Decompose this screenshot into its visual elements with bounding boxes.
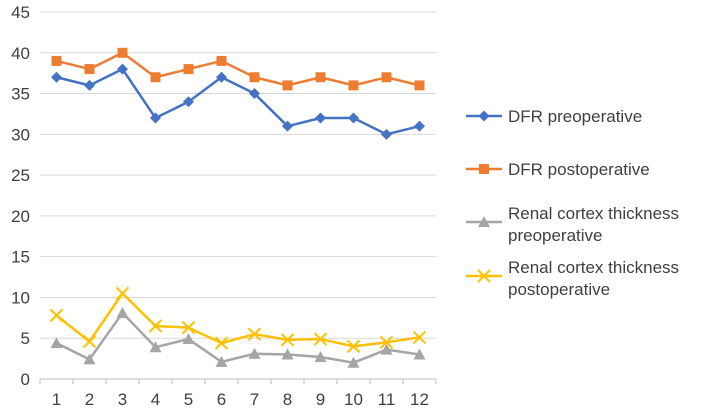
y-tick-label: 25 — [11, 166, 30, 185]
y-tick-label: 10 — [11, 288, 30, 307]
data-point-marker — [414, 80, 425, 91]
data-point-marker — [51, 71, 62, 83]
data-point-marker — [117, 63, 128, 75]
series-line — [56, 51, 420, 87]
x-tick-label: 10 — [344, 390, 363, 409]
data-point-marker — [281, 348, 294, 360]
series-line — [55, 311, 420, 364]
y-tick-label: 45 — [11, 3, 30, 22]
data-point-marker — [50, 337, 63, 349]
data-point-marker — [282, 120, 293, 132]
legend-marker — [477, 269, 491, 283]
data-point-marker — [116, 306, 129, 318]
legend: DFR preoperative DFR postoperative Renal c… — [466, 107, 679, 299]
data-point-marker — [84, 64, 95, 75]
y-tick-label: 0 — [21, 370, 30, 389]
legend-entry-3: Renal cortex thickness preoperative — [466, 204, 679, 245]
data-point-marker — [348, 112, 359, 124]
data-point-marker — [82, 334, 97, 349]
y-tick-label: 15 — [11, 248, 30, 267]
x-tick-label: 3 — [118, 390, 127, 409]
series-line — [55, 292, 420, 348]
data-point-marker — [84, 79, 95, 91]
data-point-marker — [150, 72, 161, 83]
x-tick-label: 9 — [316, 390, 325, 409]
x-tick-label: 5 — [184, 390, 193, 409]
x-tick-label: 2 — [85, 390, 94, 409]
data-point-marker — [183, 64, 194, 75]
data-point-marker — [282, 80, 293, 91]
legend-label: preoperative — [508, 226, 603, 245]
data-point-marker — [51, 55, 62, 66]
data-point-marker — [181, 320, 196, 335]
x-tick-label: 4 — [151, 390, 160, 409]
y-tick-label: 5 — [21, 329, 30, 348]
data-point-marker — [83, 353, 96, 365]
legend-marker — [479, 164, 489, 174]
data-point-marker — [182, 333, 195, 345]
data-point-marker — [149, 341, 162, 353]
x-tick-label: 6 — [217, 390, 226, 409]
x-tick-label: 11 — [378, 390, 396, 409]
data-point-marker — [348, 80, 359, 91]
data-point-marker — [248, 347, 261, 359]
legend-marker — [478, 110, 490, 122]
data-point-marker — [216, 55, 227, 66]
x-tick-label: 1 — [52, 390, 61, 409]
data-point-marker — [347, 356, 360, 368]
legend-label: DFR postoperative — [508, 160, 650, 179]
y-tick-label: 35 — [11, 85, 30, 104]
data-point-marker — [381, 72, 392, 83]
data-point-marker — [315, 72, 326, 83]
legend-label: Renal cortex thickness — [508, 204, 679, 223]
data-point-marker — [249, 88, 260, 100]
data-point-marker — [117, 47, 128, 58]
data-point-marker — [183, 96, 194, 108]
data-point-marker — [216, 71, 227, 83]
series-group — [49, 47, 427, 368]
data-point-marker — [414, 120, 425, 132]
series-4 — [49, 286, 427, 354]
legend-entry-4: Renal cortex thickness postoperative — [466, 258, 679, 299]
data-point-marker — [115, 286, 130, 301]
gridlines — [40, 11, 436, 339]
data-point-marker — [379, 335, 394, 350]
series-3 — [50, 306, 426, 368]
data-point-marker — [49, 308, 64, 323]
legend-label: Renal cortex thickness — [508, 258, 679, 277]
legend-marker — [478, 216, 490, 227]
data-point-marker — [346, 339, 361, 354]
data-point-marker — [150, 112, 161, 124]
data-point-marker — [315, 112, 326, 124]
data-point-marker — [148, 319, 163, 333]
x-tick-label: 8 — [283, 390, 292, 409]
data-point-marker — [215, 355, 228, 367]
data-point-marker — [380, 343, 393, 355]
x-tick-label: 7 — [250, 390, 259, 409]
data-point-marker — [412, 330, 427, 345]
series-line — [56, 67, 420, 136]
data-point-marker — [214, 336, 229, 350]
data-point-marker — [249, 72, 260, 83]
y-tick-label: 30 — [11, 125, 30, 144]
data-point-marker — [280, 333, 295, 347]
series-1 — [51, 63, 425, 140]
data-point-marker — [413, 348, 426, 360]
data-point-marker — [381, 128, 392, 140]
x-tick-label: 12 — [410, 390, 429, 409]
legend-label: DFR preoperative — [508, 107, 642, 126]
legend-entry-2: DFR postoperative — [466, 160, 650, 179]
y-tick-label: 20 — [11, 207, 30, 226]
data-point-marker — [247, 327, 262, 341]
legend-entry-1: DFR preoperative — [466, 107, 642, 126]
data-point-marker — [314, 350, 327, 362]
legend-label: postoperative — [508, 280, 610, 299]
series-2 — [51, 47, 425, 91]
data-point-marker — [313, 332, 328, 346]
y-tick-label: 40 — [11, 44, 30, 63]
